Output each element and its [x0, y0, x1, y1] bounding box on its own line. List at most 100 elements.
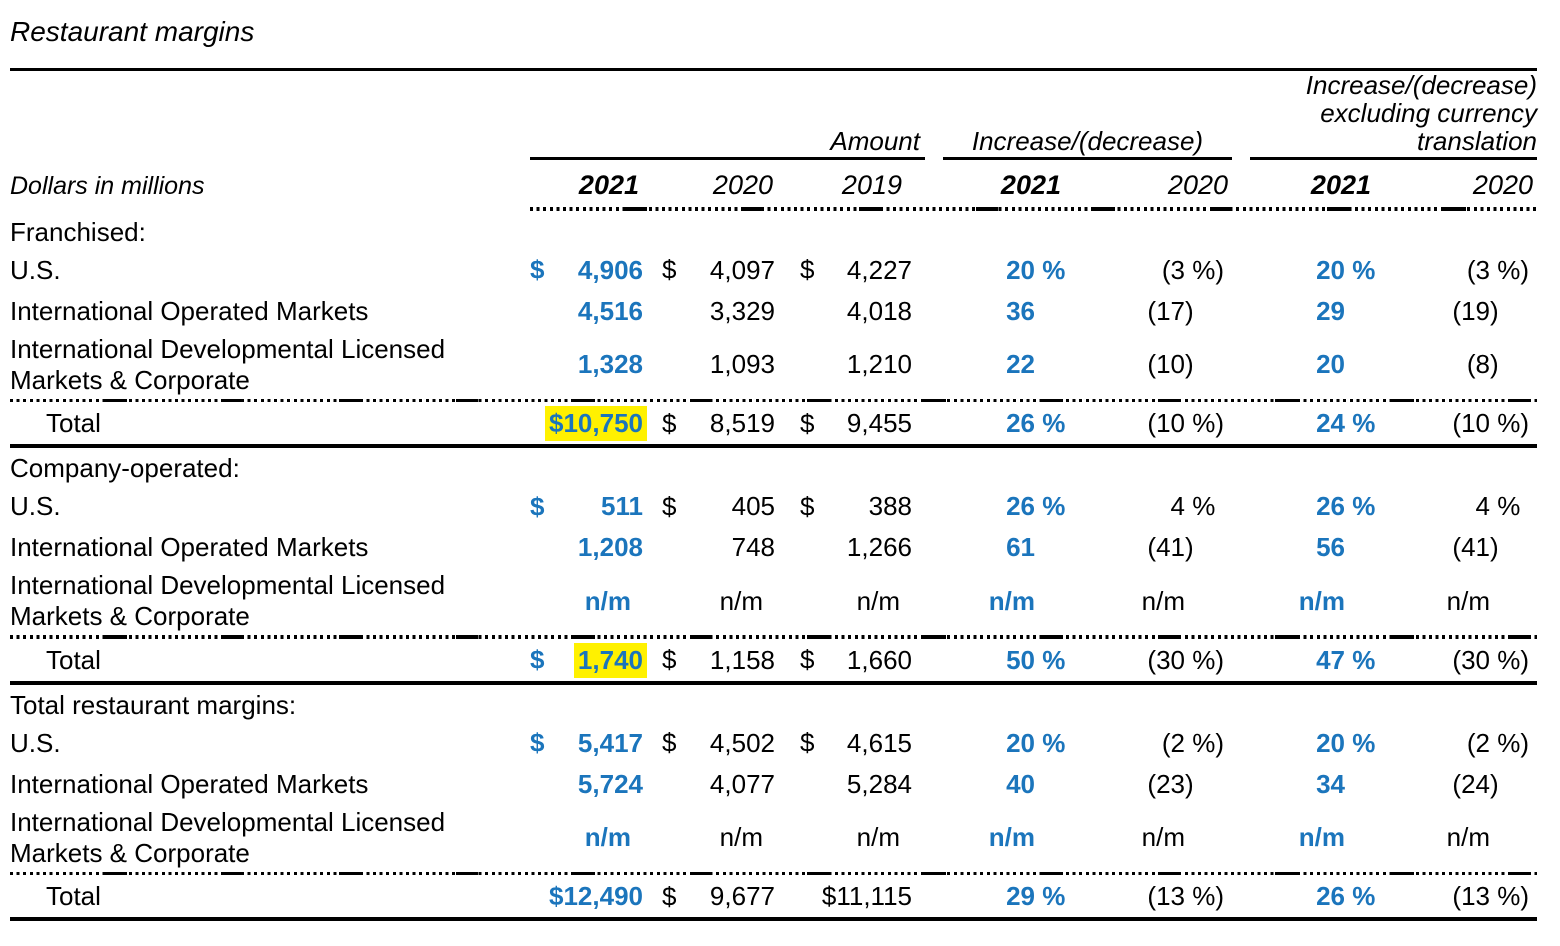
cell-value: 20	[1316, 727, 1345, 758]
cell-value: 26	[1316, 881, 1345, 911]
percent-suffix: %)	[1185, 644, 1224, 675]
cell-value: 26	[1006, 408, 1035, 438]
percent-suffix: %)	[1185, 881, 1224, 911]
row-label: Total	[46, 408, 101, 438]
section-heading: Total restaurant margins:	[10, 689, 297, 720]
cell-value: (10	[1452, 408, 1490, 438]
cell-value: (2	[1466, 727, 1490, 758]
cell-value: 8,519	[709, 408, 775, 438]
cell-value: 56	[1316, 532, 1345, 562]
cell-value: n/m	[1298, 585, 1345, 616]
cell-amt2019: 1,266	[800, 532, 912, 563]
cell-value: n/m	[1141, 822, 1185, 852]
row-label: U.S.	[10, 254, 61, 285]
cell-value: 9,455	[846, 408, 912, 438]
percent-suffix: %)	[1490, 408, 1529, 438]
table-row: International Developmental Licensed Mar…	[10, 332, 1537, 398]
total-row-bottom-rule	[10, 444, 1537, 448]
percent-suffix: )	[1490, 532, 1499, 562]
column-group-increase-decrease: Increase/(decrease)	[971, 126, 1204, 156]
cell-value: 22	[1006, 349, 1035, 379]
cell-value: 1,158	[709, 644, 775, 675]
cell-amt2019: $11,115	[800, 881, 912, 912]
percent-suffix: %)	[1185, 254, 1224, 285]
cell-value: 26	[1316, 491, 1345, 521]
cell-value: 1,660	[846, 644, 912, 675]
dollar-sign: $	[800, 491, 815, 521]
cell-value: 1,210	[846, 349, 912, 379]
cell-value: (3	[1466, 254, 1490, 285]
cell-amt2020: $4,097	[662, 255, 775, 286]
page-title: Restaurant margins	[10, 16, 255, 47]
cell-amt2020: $4,502	[662, 728, 775, 759]
cell-amt2021: $10,750	[530, 406, 647, 441]
cell-amt2020: n/m	[662, 586, 775, 617]
cell-value: 5,284	[846, 768, 912, 799]
cell-value: 4	[1475, 491, 1490, 521]
percent-suffix: %)	[1490, 644, 1529, 675]
cell-value: 388	[868, 491, 912, 521]
percent-suffix: %	[1035, 727, 1066, 758]
percent-suffix: )	[1490, 349, 1499, 379]
cell-value: 4,227	[846, 254, 912, 285]
total-row-dotted-rule	[10, 398, 1537, 402]
cell-amt2019: n/m	[800, 586, 912, 617]
cell-amt2020: $405	[662, 491, 775, 522]
column-group-headers: Amount Increase/(decrease) Increase/(dec…	[10, 71, 1537, 157]
cell-value: 1,266	[846, 532, 912, 562]
dollar-sign: $	[662, 491, 677, 521]
cell-value: n/m	[988, 822, 1035, 852]
percent-suffix: %)	[1490, 881, 1529, 911]
cell-value: 50	[1006, 644, 1035, 675]
percent-suffix: )	[1185, 768, 1194, 799]
table-row: U.S. $4,906 $4,097 $4,227 20 % (3 %) 20 % (3 %)	[10, 250, 1537, 291]
cell-amt2020: 4,077	[662, 769, 775, 800]
cell-value: 61	[1006, 532, 1035, 562]
column-group-amount: Amount	[830, 126, 920, 156]
cell-value: 24	[1316, 408, 1345, 438]
cell-amt2020: n/m	[662, 822, 775, 853]
cell-value: 34	[1316, 768, 1345, 799]
percent-suffix: %)	[1490, 727, 1529, 758]
cell-amt2019: 5,284	[800, 769, 912, 800]
cell-value: (8	[1466, 349, 1490, 379]
cell-amt2021: $4,906	[530, 255, 643, 286]
cell-amt2019: n/m	[800, 822, 912, 853]
row-label: International Developmental Licensed Mar…	[10, 570, 446, 631]
column-group-increase-decrease-excluding-currency: Increase/(decrease) excluding currency t…	[1305, 70, 1537, 156]
section-heading-row: Company-operated:	[10, 448, 1537, 486]
cell-value: 4,906	[577, 254, 643, 285]
cell-amt2020: $8,519	[662, 408, 775, 439]
row-label: International Operated Markets	[10, 532, 369, 562]
percent-suffix: )	[1185, 349, 1194, 379]
cell-value: (10	[1147, 349, 1185, 379]
dollar-sign: $	[662, 254, 677, 285]
cell-amt2019: 4,018	[800, 296, 912, 327]
section-heading: Company-operated:	[10, 453, 240, 483]
cell-value: 4,615	[846, 727, 912, 758]
percent-suffix: %	[1345, 408, 1376, 438]
dollar-sign: $	[662, 881, 677, 911]
dollar-sign: $	[800, 727, 815, 758]
year-header-increase-excl-2020: 2020	[1472, 170, 1533, 200]
cell-value: 4,502	[709, 727, 775, 758]
percent-suffix: %	[1035, 408, 1066, 438]
cell-amt2019: $4,615	[800, 728, 912, 759]
cell-value: 20	[1006, 254, 1035, 285]
year-header-increase-excl-2021: 2021	[1310, 170, 1371, 200]
section-heading-row: Franchised:	[10, 212, 1537, 250]
cell-value: 20	[1316, 349, 1345, 379]
row-label: Total	[46, 644, 101, 675]
cell-value: 40	[1006, 768, 1035, 799]
cell-amt2020: 748	[662, 532, 775, 563]
table-body: Franchised: U.S. $4,906 $4,097 $4,227 20 % (3 …	[10, 212, 1537, 921]
cell-value: 4,097	[709, 254, 775, 285]
column-group-underlines	[10, 157, 1537, 160]
percent-suffix: %	[1035, 644, 1066, 675]
cell-amt2021: $1,740	[530, 642, 647, 678]
restaurant-margins-page: Restaurant margins Amount Increase/(decr…	[10, 16, 1537, 921]
total-row: Total $1,740 $1,158 $1,660 50 % (30 %) 47 % (30…	[10, 640, 1537, 681]
row-label: International Developmental Licensed Mar…	[10, 806, 446, 868]
year-header-increase-2021: 2021	[1000, 170, 1061, 200]
table-row: International Developmental Licensed Mar…	[10, 568, 1537, 634]
